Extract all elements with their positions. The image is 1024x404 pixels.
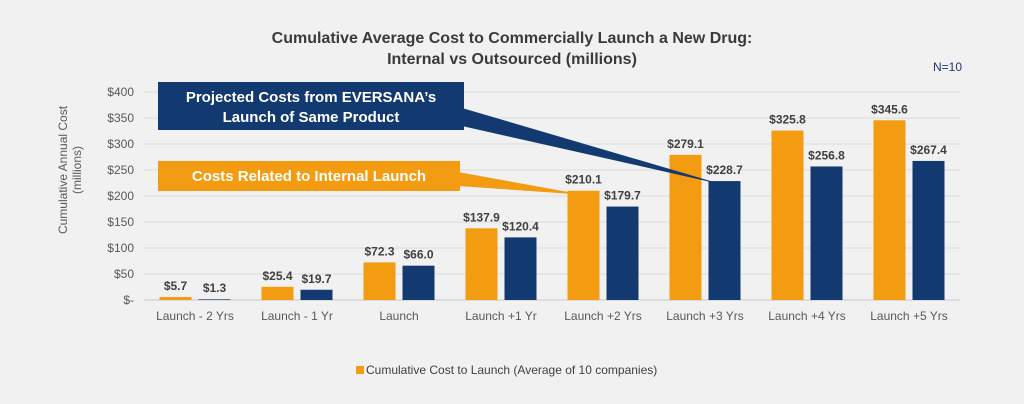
y-tick-labels: $- $50 $100 $150 $200 $250 $300 $350 $400 bbox=[107, 85, 134, 307]
callout-pointer-orange bbox=[458, 172, 584, 195]
legend: Cumulative Cost to Launch (Average of 10… bbox=[356, 363, 657, 377]
bar-internal bbox=[363, 262, 396, 300]
data-label: $72.3 bbox=[364, 244, 394, 258]
sample-size-note: N=10 bbox=[933, 60, 962, 74]
data-label: $179.7 bbox=[604, 189, 641, 203]
bar-outsourced bbox=[402, 265, 435, 300]
y-axis-title-line2: (millions) bbox=[70, 146, 84, 194]
data-label: $25.4 bbox=[262, 269, 292, 283]
data-label: $120.4 bbox=[502, 219, 539, 233]
bar-outsourced bbox=[300, 289, 333, 300]
data-label: $210.1 bbox=[565, 173, 602, 187]
y-tick-label: $350 bbox=[107, 111, 134, 125]
bar-internal bbox=[567, 190, 600, 300]
bar-internal bbox=[261, 286, 294, 300]
bar-internal bbox=[465, 228, 498, 300]
y-tick-label: $300 bbox=[107, 137, 134, 151]
callout-pointer-navy bbox=[462, 108, 725, 186]
callout-navy-line1: Projected Costs from EVERSANA’s bbox=[186, 89, 436, 106]
data-label: $345.6 bbox=[871, 102, 908, 116]
y-tick-label: $400 bbox=[107, 85, 134, 99]
data-label: $325.8 bbox=[769, 113, 806, 127]
callout-orange-text: Costs Related to Internal Launch bbox=[192, 168, 426, 185]
x-tick-label: Launch - 2 Yrs bbox=[156, 309, 234, 323]
bar-outsourced bbox=[708, 181, 741, 300]
legend-label: Cumulative Cost to Launch (Average of 10… bbox=[366, 363, 657, 377]
x-tick-label: Launch - 1 Yr bbox=[261, 309, 333, 323]
data-label: $66.0 bbox=[403, 248, 433, 262]
y-tick-label: $200 bbox=[107, 189, 134, 203]
chart-title-line2: Internal vs Outsourced (millions) bbox=[387, 51, 637, 68]
y-tick-label: $50 bbox=[114, 267, 134, 281]
x-tick-label: Launch +4 Yrs bbox=[768, 309, 846, 323]
bar-internal bbox=[771, 130, 804, 300]
y-tick-label: $- bbox=[123, 293, 134, 307]
callouts: Projected Costs from EVERSANA’s Launch of… bbox=[158, 82, 725, 195]
x-tick-label: Launch +2 Yrs bbox=[564, 309, 642, 323]
x-tick-label: Launch bbox=[379, 309, 418, 323]
y-tick-label: $100 bbox=[107, 241, 134, 255]
data-label: $279.1 bbox=[667, 137, 704, 151]
data-label: $137.9 bbox=[463, 210, 500, 224]
y-tick-label: $150 bbox=[107, 215, 134, 229]
bar-outsourced bbox=[198, 299, 231, 300]
bar-outsourced bbox=[810, 166, 843, 300]
chart-title-line1: Cumulative Average Cost to Commercially … bbox=[272, 30, 753, 47]
data-label: $256.8 bbox=[808, 148, 845, 162]
bars: $5.7 $1.3 $25.4 $19.7 $72.3 $66.0 $137.9$120.4… bbox=[159, 102, 947, 301]
data-label: $1.3 bbox=[203, 281, 227, 295]
callout-box-orange bbox=[158, 161, 460, 191]
x-tick-label: Launch +1 Yr bbox=[465, 309, 537, 323]
bar-internal bbox=[873, 120, 906, 301]
y-axis-title-line1: Cumulative Annual Cost bbox=[56, 105, 70, 234]
callout-navy-line2: Launch of Same Product bbox=[223, 109, 400, 126]
x-tick-labels: Launch - 2 Yrs Launch - 1 Yr Launch Launch … bbox=[156, 309, 948, 323]
bar-outsourced bbox=[912, 160, 945, 300]
bar-outsourced bbox=[606, 206, 639, 300]
x-tick-label: Launch +3 Yrs bbox=[666, 309, 744, 323]
data-label: $5.7 bbox=[164, 279, 188, 293]
callout-box-navy bbox=[158, 82, 464, 130]
bar-internal bbox=[159, 297, 192, 300]
bar-internal bbox=[669, 154, 702, 300]
legend-swatch bbox=[356, 366, 364, 374]
y-tick-label: $250 bbox=[107, 163, 134, 177]
data-label: $267.4 bbox=[910, 143, 947, 157]
data-label: $228.7 bbox=[706, 163, 743, 177]
data-label: $19.7 bbox=[301, 272, 331, 286]
bar-outsourced bbox=[504, 237, 537, 300]
x-tick-label: Launch +5 Yrs bbox=[870, 309, 948, 323]
